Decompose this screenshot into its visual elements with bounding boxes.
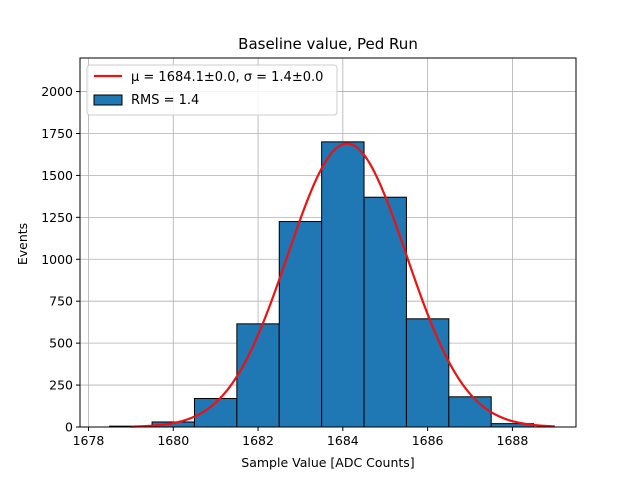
- y-tick-label: 500: [49, 336, 73, 351]
- histogram-bar: [448, 396, 492, 428]
- x-tick-label: 1682: [242, 433, 274, 448]
- y-tick-label: 1000: [41, 252, 73, 267]
- x-axis-ticks: 1678 1680 1682 1684 1686 1688: [73, 427, 529, 448]
- histogram-bar: [405, 318, 450, 428]
- y-tick-label: 1750: [41, 126, 73, 141]
- histogram-bar: [321, 141, 365, 428]
- x-tick-label: 1684: [327, 433, 359, 448]
- fit-curve-group: [130, 142, 555, 428]
- histogram-bar: [278, 221, 323, 428]
- y-tick-label: 1500: [41, 168, 73, 183]
- histogram-bar: [236, 323, 280, 428]
- y-axis-ticks: 0 250 500 750 1000 1250 1500 1750 2000: [41, 84, 80, 435]
- y-axis-label: Events: [15, 223, 30, 265]
- x-tick-label: 1688: [497, 433, 529, 448]
- legend: μ = 1684.1±0.0, σ = 1.4±0.0 RMS = 1.4: [86, 64, 338, 116]
- legend-histogram-label: RMS = 1.4: [131, 93, 199, 108]
- x-axis-label: Sample Value [ADC Counts]: [241, 455, 414, 470]
- chart-title: Baseline value, Ped Run: [238, 35, 418, 53]
- x-tick-label: 1680: [157, 433, 189, 448]
- histogram-bar: [363, 196, 407, 428]
- y-tick-label: 2000: [41, 84, 73, 99]
- y-tick-label: 750: [49, 294, 73, 309]
- legend-box: [86, 64, 338, 116]
- axes-frame: [79, 57, 577, 428]
- y-tick-label: 0: [65, 420, 73, 435]
- y-tick-label: 250: [49, 378, 73, 393]
- x-tick-label: 1678: [73, 433, 105, 448]
- legend-fit-label: μ = 1684.1±0.0, σ = 1.4±0.0: [131, 70, 323, 85]
- y-tick-label: 1250: [41, 210, 73, 225]
- legend-histogram-swatch: [93, 94, 123, 106]
- x-tick-label: 1686: [412, 433, 444, 448]
- gaussian-fit-curve: [130, 142, 555, 428]
